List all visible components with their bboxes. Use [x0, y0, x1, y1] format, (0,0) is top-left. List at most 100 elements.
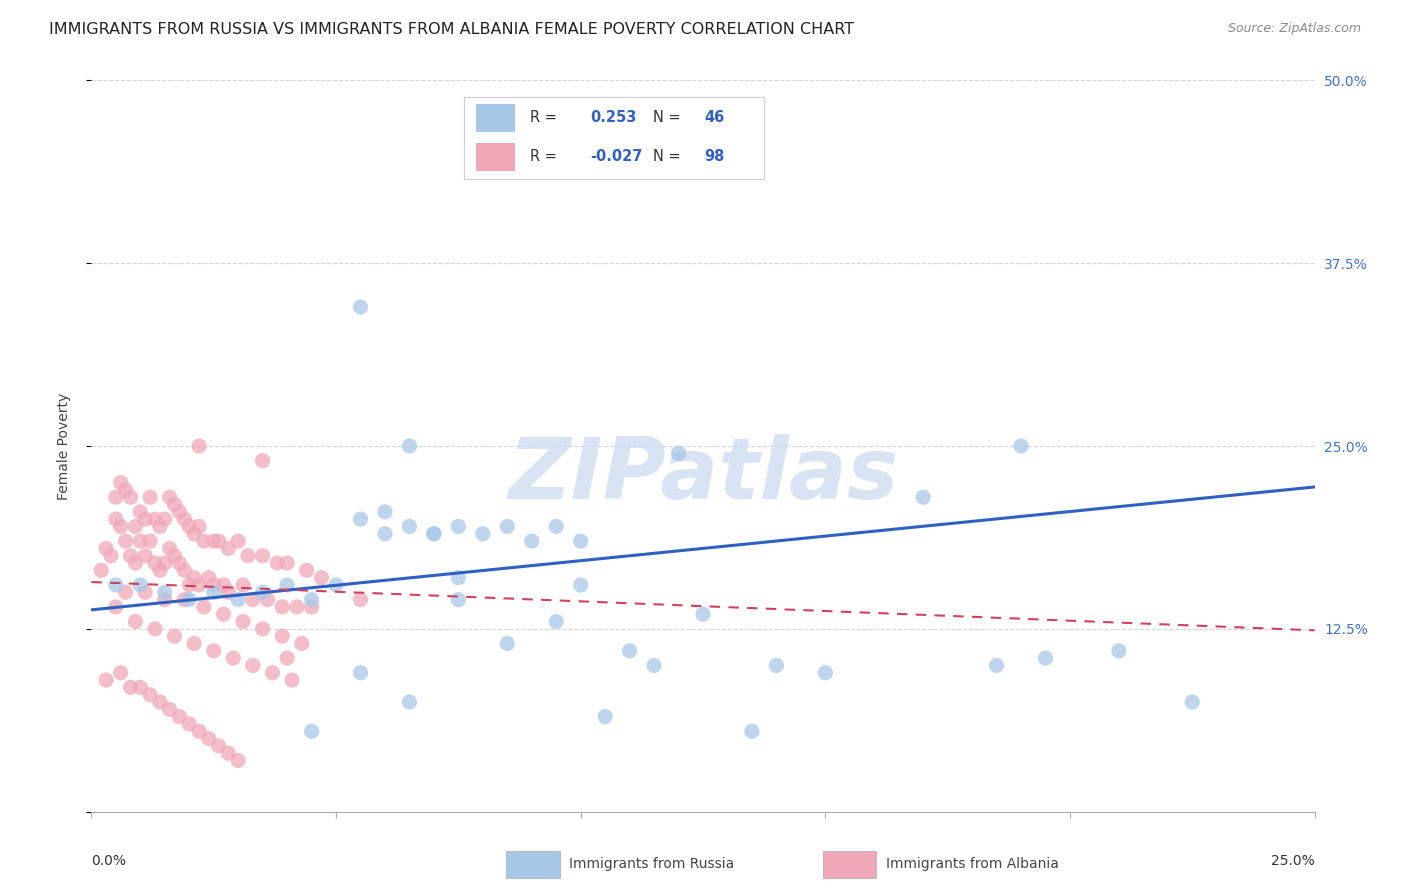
- Point: [173, 563, 195, 577]
- Point: [212, 578, 235, 592]
- Point: [301, 724, 323, 739]
- Point: [217, 746, 239, 760]
- Point: [226, 592, 249, 607]
- Point: [447, 519, 470, 533]
- Point: [139, 490, 162, 504]
- Point: [169, 505, 191, 519]
- Point: [129, 681, 152, 695]
- Point: [104, 578, 127, 592]
- Point: [252, 585, 274, 599]
- Point: [129, 578, 152, 592]
- Point: [134, 549, 156, 563]
- Point: [120, 681, 142, 695]
- Point: [120, 490, 142, 504]
- Point: [183, 571, 205, 585]
- Point: [120, 549, 142, 563]
- Point: [114, 534, 136, 549]
- Point: [285, 599, 308, 614]
- Point: [301, 599, 323, 614]
- Point: [1035, 651, 1057, 665]
- Point: [986, 658, 1008, 673]
- Point: [447, 571, 470, 585]
- Point: [104, 599, 127, 614]
- Point: [207, 739, 229, 753]
- Point: [149, 519, 172, 533]
- Point: [163, 498, 186, 512]
- Point: [226, 754, 249, 768]
- Point: [124, 556, 146, 570]
- Point: [1010, 439, 1032, 453]
- Text: Source: ZipAtlas.com: Source: ZipAtlas.com: [1227, 22, 1361, 36]
- Point: [252, 622, 274, 636]
- Point: [104, 512, 127, 526]
- Point: [374, 526, 396, 541]
- Point: [912, 490, 935, 504]
- Point: [134, 585, 156, 599]
- Point: [173, 512, 195, 526]
- Point: [423, 526, 446, 541]
- Point: [179, 592, 201, 607]
- Point: [104, 490, 127, 504]
- Point: [546, 519, 568, 533]
- Point: [114, 585, 136, 599]
- Point: [569, 534, 592, 549]
- Point: [295, 563, 318, 577]
- Point: [179, 717, 201, 731]
- Point: [271, 599, 294, 614]
- Point: [496, 636, 519, 650]
- Point: [271, 629, 294, 643]
- Point: [668, 446, 690, 460]
- Point: [276, 556, 298, 570]
- Point: [169, 709, 191, 723]
- Point: [143, 512, 166, 526]
- Point: [193, 534, 215, 549]
- Point: [188, 519, 211, 533]
- Point: [159, 490, 181, 504]
- Point: [153, 592, 176, 607]
- Point: [202, 585, 225, 599]
- Point: [266, 556, 288, 570]
- Point: [262, 665, 284, 680]
- Point: [153, 512, 176, 526]
- Point: [349, 665, 371, 680]
- Point: [252, 549, 274, 563]
- Point: [202, 578, 225, 592]
- Text: ZIPatlas: ZIPatlas: [508, 434, 898, 516]
- Point: [281, 673, 304, 687]
- Point: [222, 651, 245, 665]
- Point: [276, 651, 298, 665]
- Point: [232, 615, 254, 629]
- Point: [520, 534, 543, 549]
- Point: [173, 592, 195, 607]
- Point: [301, 592, 323, 607]
- Point: [471, 526, 494, 541]
- Point: [349, 512, 371, 526]
- Point: [276, 578, 298, 592]
- Point: [217, 585, 239, 599]
- Point: [143, 556, 166, 570]
- Point: [212, 607, 235, 622]
- Text: Immigrants from Russia: Immigrants from Russia: [569, 857, 735, 871]
- Point: [217, 541, 239, 556]
- Point: [423, 526, 446, 541]
- Point: [124, 519, 146, 533]
- Point: [496, 519, 519, 533]
- Point: [643, 658, 665, 673]
- Point: [143, 622, 166, 636]
- Point: [1108, 644, 1130, 658]
- Point: [100, 549, 122, 563]
- Point: [110, 665, 132, 680]
- Point: [179, 519, 201, 533]
- Point: [94, 541, 117, 556]
- Point: [149, 563, 172, 577]
- Point: [569, 578, 592, 592]
- Point: [183, 636, 205, 650]
- Point: [129, 505, 152, 519]
- Point: [546, 615, 568, 629]
- Point: [153, 585, 176, 599]
- Point: [124, 615, 146, 629]
- Point: [349, 592, 371, 607]
- Point: [291, 636, 314, 650]
- Point: [110, 475, 132, 490]
- Point: [149, 695, 172, 709]
